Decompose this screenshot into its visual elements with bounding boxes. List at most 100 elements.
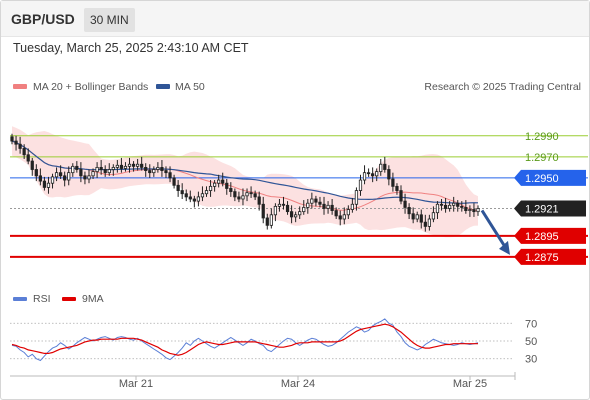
- candle: [168, 166, 172, 183]
- level-labels: 1.2990 1.2970 1.2950 1.2921 1.2895 1.2875: [514, 131, 586, 265]
- level-tag-3: [514, 200, 586, 217]
- candle: [148, 164, 152, 178]
- candle: [294, 211, 298, 223]
- candle: [123, 162, 128, 172]
- credit-text: Research © 2025 Trading Central: [424, 81, 581, 93]
- rsi-series-9ma: [11, 323, 478, 356]
- candle: [391, 172, 395, 192]
- candle: [439, 199, 444, 211]
- level-tag-5: [514, 248, 586, 265]
- level-label-5: 1.2875: [525, 252, 559, 264]
- candle: [184, 189, 188, 202]
- candle: [277, 199, 282, 212]
- legend-ma50-label: MA 50: [175, 81, 205, 93]
- candle: [38, 168, 42, 186]
- candle: [245, 188, 249, 202]
- candle: [26, 148, 30, 165]
- candle: [395, 183, 399, 195]
- candle: [334, 207, 338, 220]
- candle: [180, 183, 184, 199]
- candle: [322, 196, 326, 215]
- candle: [204, 186, 209, 197]
- legend-9ma-swatch: [62, 297, 76, 301]
- bollinger-band: [12, 126, 478, 238]
- candle: [192, 195, 196, 208]
- candle: [221, 172, 225, 187]
- candle: [338, 210, 342, 226]
- legend-ma20-label: MA 20 + Bollinger Bands: [33, 81, 148, 93]
- level-label-3: 1.2921: [525, 203, 559, 215]
- candle: [448, 201, 452, 212]
- candle: [468, 205, 472, 217]
- candle: [306, 199, 310, 214]
- rsi-panel: 30 50 70: [10, 318, 537, 366]
- header-bar: GBP/USD 30 MIN: [1, 1, 589, 37]
- candle: [229, 182, 233, 197]
- legend-rsi-label: RSI: [33, 293, 51, 305]
- candle: [99, 160, 103, 175]
- candle: [217, 174, 221, 188]
- candle: [383, 156, 387, 173]
- candle: [71, 163, 75, 177]
- candle: [208, 180, 213, 197]
- level-label-2: 1.2950: [525, 173, 559, 185]
- candle: [249, 186, 253, 198]
- candle: [241, 188, 245, 206]
- level-tag-2: [514, 169, 586, 186]
- candle: [87, 169, 91, 184]
- rsi-tick-30: 30: [525, 354, 537, 366]
- candle: [75, 161, 79, 173]
- candle: [366, 168, 371, 177]
- candle: [289, 205, 294, 224]
- candle: [257, 191, 261, 211]
- candle: [131, 161, 136, 172]
- candle: [253, 190, 257, 201]
- legend-ma50-swatch: [156, 84, 170, 89]
- candle: [67, 166, 71, 186]
- x-tick-label-1: Mar 24: [281, 378, 315, 390]
- symbol-label: GBP/USD: [11, 11, 75, 27]
- candle: [387, 165, 391, 186]
- candle: [407, 203, 411, 220]
- candle: [188, 190, 192, 203]
- candle: [136, 158, 140, 171]
- bollinger-fill: [12, 126, 478, 238]
- x-tick-label-0: Mar 21: [119, 378, 153, 390]
- candle: [18, 136, 22, 154]
- candle: [476, 205, 480, 216]
- candle: [403, 193, 407, 214]
- candle: [200, 186, 205, 202]
- candle: [233, 188, 237, 202]
- candle: [298, 206, 302, 220]
- candle: [50, 173, 55, 189]
- level-label-4: 1.2895: [525, 231, 559, 243]
- candle: [91, 168, 95, 179]
- candle: [140, 156, 144, 171]
- candle: [427, 214, 431, 231]
- candle: [371, 167, 375, 183]
- candle: [330, 199, 334, 215]
- candle: [415, 211, 419, 223]
- level-label-1: 1.2970: [525, 152, 559, 164]
- candle: [281, 196, 286, 210]
- price-levels: [10, 135, 588, 258]
- candle: [103, 165, 107, 177]
- candle: [362, 165, 367, 185]
- candle: [176, 180, 180, 197]
- candle: [42, 176, 47, 191]
- candle: [111, 164, 115, 176]
- candle: [59, 165, 63, 179]
- candle: [310, 192, 314, 209]
- time-axis: Mar 21 Mar 24 Mar 25: [10, 372, 516, 390]
- candle: [265, 213, 269, 230]
- candle: [156, 162, 160, 173]
- candle: [22, 144, 26, 159]
- timeframe-button[interactable]: 30 MIN: [84, 8, 135, 32]
- candle: [342, 207, 346, 225]
- candlesticks: [10, 133, 480, 232]
- candle: [46, 176, 51, 194]
- candle: [212, 180, 217, 192]
- candle: [196, 191, 201, 207]
- candle: [14, 135, 18, 151]
